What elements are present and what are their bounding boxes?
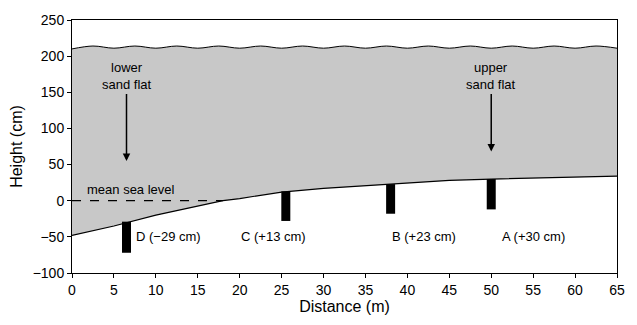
svg-text:lowersand flat: lowersand flat: [102, 60, 152, 92]
svg-text:200: 200: [41, 48, 65, 64]
svg-text:B (+23 cm): B (+23 cm): [392, 229, 456, 244]
svg-text:Height (cm): Height (cm): [8, 105, 25, 188]
svg-text:25: 25: [274, 282, 290, 298]
svg-text:10: 10: [148, 282, 164, 298]
svg-text:30: 30: [316, 282, 332, 298]
svg-text:55: 55: [525, 282, 541, 298]
svg-text:100: 100: [41, 120, 65, 136]
svg-text:0: 0: [56, 193, 64, 209]
svg-text:0: 0: [68, 282, 76, 298]
svg-text:150: 150: [41, 84, 65, 100]
svg-text:mean sea level: mean sea level: [87, 182, 175, 197]
svg-text:40: 40: [400, 282, 416, 298]
svg-text:45: 45: [442, 282, 458, 298]
svg-text:15: 15: [190, 282, 206, 298]
svg-text:C (+13 cm): C (+13 cm): [241, 229, 306, 244]
svg-text:250: 250: [41, 12, 65, 28]
svg-text:50: 50: [49, 156, 65, 172]
svg-text:20: 20: [232, 282, 248, 298]
svg-text:−50: −50: [40, 229, 64, 245]
svg-text:50: 50: [483, 282, 499, 298]
svg-text:65: 65: [609, 282, 625, 298]
svg-text:D (−29 cm): D (−29 cm): [136, 229, 201, 244]
svg-text:−100: −100: [33, 265, 65, 281]
svg-text:A (+30 cm): A (+30 cm): [502, 229, 565, 244]
svg-text:Distance (m): Distance (m): [299, 298, 390, 315]
svg-text:5: 5: [110, 282, 118, 298]
svg-text:uppersand flat: uppersand flat: [466, 60, 516, 92]
svg-text:35: 35: [358, 282, 374, 298]
svg-text:60: 60: [567, 282, 583, 298]
